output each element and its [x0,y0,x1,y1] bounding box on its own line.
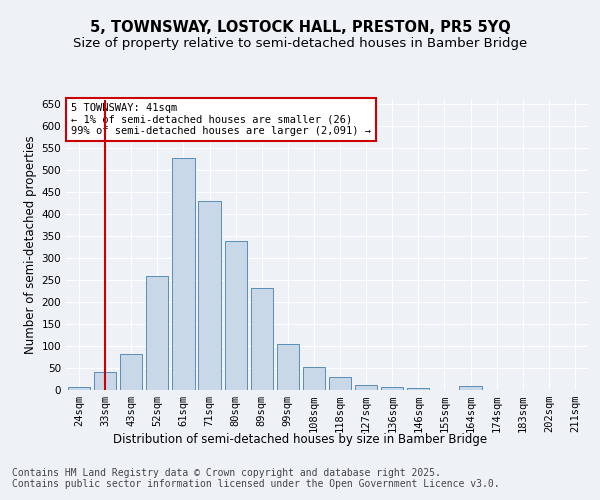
Text: 5, TOWNSWAY, LOSTOCK HALL, PRESTON, PR5 5YQ: 5, TOWNSWAY, LOSTOCK HALL, PRESTON, PR5 … [89,20,511,35]
Bar [94,372,116,390]
Bar [407,388,430,390]
Bar [381,387,403,390]
Bar [355,384,377,390]
Text: Size of property relative to semi-detached houses in Bamber Bridge: Size of property relative to semi-detach… [73,38,527,51]
Bar [303,367,325,390]
Bar [224,240,247,390]
Text: 5 TOWNSWAY: 41sqm
← 1% of semi-detached houses are smaller (26)
99% of semi-deta: 5 TOWNSWAY: 41sqm ← 1% of semi-detached … [71,103,371,136]
Bar [120,354,142,390]
Bar [146,276,169,390]
Text: Distribution of semi-detached houses by size in Bamber Bridge: Distribution of semi-detached houses by … [113,432,487,446]
Text: Contains HM Land Registry data © Crown copyright and database right 2025.
Contai: Contains HM Land Registry data © Crown c… [12,468,500,489]
Bar [251,288,273,390]
Bar [460,386,482,390]
Y-axis label: Number of semi-detached properties: Number of semi-detached properties [24,136,37,354]
Bar [172,158,194,390]
Bar [329,377,351,390]
Bar [68,387,90,390]
Bar [199,201,221,390]
Bar [277,344,299,390]
